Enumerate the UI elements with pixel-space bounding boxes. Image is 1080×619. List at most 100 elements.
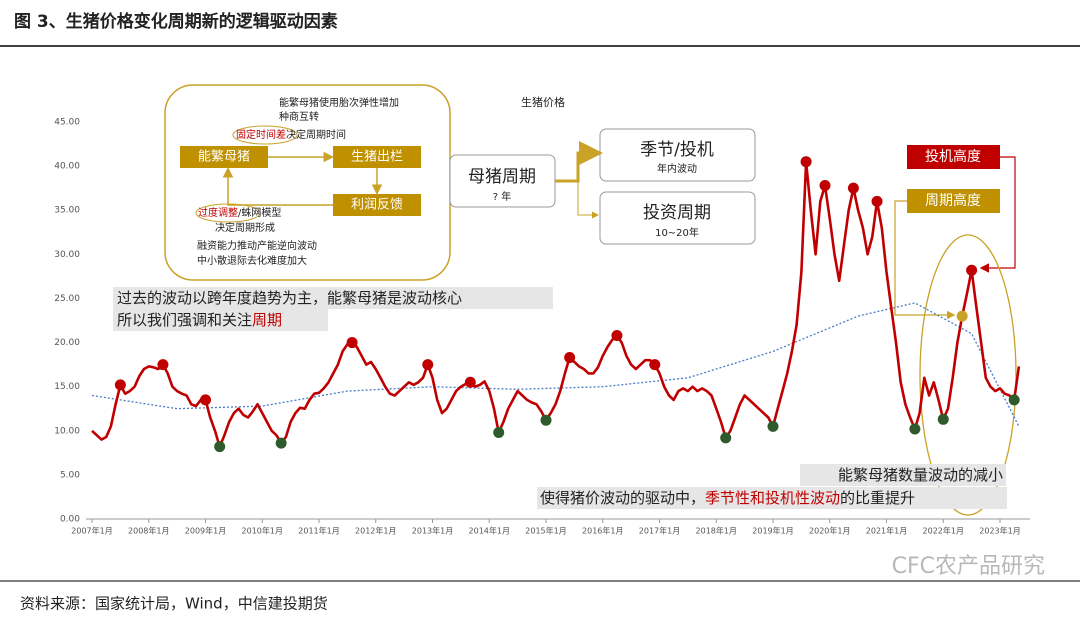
x-tick-label: 2016年1月 — [582, 526, 623, 536]
box-title: 投资周期 — [643, 203, 711, 223]
marker — [157, 359, 169, 371]
highlight — [919, 234, 1017, 516]
annotation-part: 中小散退际去化难度加大 — [197, 254, 307, 267]
node-label: 利润反馈 — [351, 198, 403, 213]
box-sub: 10~20年 — [655, 226, 699, 239]
x-tick-label: 2007年1月 — [71, 526, 112, 536]
marker — [649, 359, 661, 371]
box-label: 投机高度 — [925, 148, 981, 165]
y-tick-label: 0.00 — [60, 515, 80, 525]
diagram — [113, 84, 1017, 516]
box-sub: ? 年 — [493, 190, 512, 203]
x-tick-label: 2022年1月 — [923, 526, 964, 536]
x-tick-label: 2023年1月 — [979, 526, 1020, 536]
marker — [275, 437, 287, 449]
arrow — [222, 167, 333, 206]
y-tick-label: 25.00 — [54, 294, 80, 304]
price-line — [91, 160, 1021, 448]
arrow — [555, 141, 603, 183]
source: 资料来源：国家统计局，Wind，中信建投期货 — [20, 595, 328, 613]
marker — [493, 427, 505, 439]
annotation: 固定时间差决定周期时间 — [236, 128, 346, 141]
marker — [1008, 394, 1020, 406]
y-tick-label: 35.00 — [54, 206, 80, 216]
marker — [720, 432, 732, 444]
marker — [611, 329, 623, 341]
annotation-part: 季节性和投机性波动 — [705, 489, 840, 507]
annotation-part: 种商互转 — [279, 110, 319, 123]
y-tick-label: 15.00 — [54, 382, 80, 392]
node — [180, 146, 268, 168]
annotation: 过去的波动以跨年度趋势为主，能繁母猪是波动核心 — [117, 289, 462, 307]
chart-title: 生猪价格 — [521, 95, 565, 109]
marker — [847, 182, 859, 194]
marker — [871, 195, 883, 207]
x-tick-label: 2010年1月 — [242, 526, 283, 536]
x-tick-label: 2017年1月 — [639, 526, 680, 536]
page-title: 图 3、生猪价格变化周期新的逻辑驱动因素 — [14, 11, 338, 32]
x-tick-label: 2021年1月 — [866, 526, 907, 536]
box — [907, 189, 1000, 213]
x-tick-label: 2018年1月 — [696, 526, 737, 536]
marker — [214, 441, 226, 453]
annotation-part: 能繁母猪数量波动的减小 — [838, 466, 1003, 484]
arrow — [894, 200, 956, 320]
box — [599, 191, 756, 245]
x-tick-label: 2012年1月 — [355, 526, 396, 536]
annotation-part: /蛛网模型 — [238, 206, 281, 219]
box-title: 母猪周期 — [468, 167, 536, 187]
annotation-part: 周期 — [252, 311, 282, 329]
annotation: 中小散退际去化难度加大 — [197, 254, 307, 267]
annotation: 过度调整/蛛网模型 — [198, 206, 281, 219]
y-tick-label: 20.00 — [54, 338, 80, 348]
annotation: 种商互转 — [279, 110, 319, 123]
annotation-part: 固定时间差 — [236, 128, 286, 141]
marker — [909, 423, 921, 435]
x-tick-label: 2011年1月 — [298, 526, 339, 536]
x-tick-label: 2020年1月 — [809, 526, 850, 536]
annotation: 融资能力推动产能逆向波动 — [197, 239, 317, 252]
node-label: 生猪出栏 — [351, 150, 403, 165]
annotation: 使得猪价波动的驱动中，季节性和投机性波动的比重提升 — [540, 489, 915, 507]
annotation: 能繁母猪使用胎次弹性增加 — [279, 96, 399, 109]
highlight — [232, 125, 298, 145]
note-bg — [537, 487, 1007, 509]
marker — [540, 414, 552, 426]
x-tick-label: 2019年1月 — [752, 526, 793, 536]
x-tick-label: 2014年1月 — [469, 526, 510, 536]
marker — [114, 379, 126, 391]
annotation: 能繁母猪数量波动的减小 — [838, 466, 1003, 484]
box-sub: 年内波动 — [657, 162, 697, 175]
node — [333, 146, 421, 168]
y-tick-label: 40.00 — [54, 162, 80, 172]
node — [333, 194, 421, 216]
annotation-part: 使得猪价波动的驱动中， — [540, 489, 705, 507]
x-tick-label: 2013年1月 — [412, 526, 453, 536]
y-tick-label: 10.00 — [54, 426, 80, 436]
marker — [346, 337, 358, 349]
annotation-part: 决定周期形成 — [215, 221, 275, 234]
marker — [937, 413, 949, 425]
annotation-part: 能繁母猪使用胎次弹性增加 — [279, 96, 399, 109]
box-label: 周期高度 — [925, 192, 981, 209]
annotation: 决定周期形成 — [215, 221, 275, 234]
annotation: 所以我们强调和关注周期 — [117, 311, 282, 329]
highlight — [195, 203, 261, 223]
annotation-part: 融资能力推动产能逆向波动 — [197, 239, 317, 252]
marker — [422, 359, 434, 371]
annotation-part: 过度调整 — [198, 206, 238, 219]
annotation-part: 所以我们强调和关注 — [117, 311, 252, 329]
arrow — [577, 181, 599, 219]
box — [907, 145, 1000, 169]
marker — [966, 264, 978, 276]
x-tick-label: 2015年1月 — [525, 526, 566, 536]
box-title: 季节/投机 — [640, 140, 714, 160]
marker — [800, 156, 812, 168]
marker — [464, 376, 476, 388]
y-tick-label: 30.00 — [54, 250, 80, 260]
marker — [564, 352, 576, 364]
note-bg — [113, 309, 328, 331]
marker — [819, 180, 831, 192]
annotation-part: 的比重提升 — [840, 489, 915, 507]
marker — [767, 420, 779, 432]
